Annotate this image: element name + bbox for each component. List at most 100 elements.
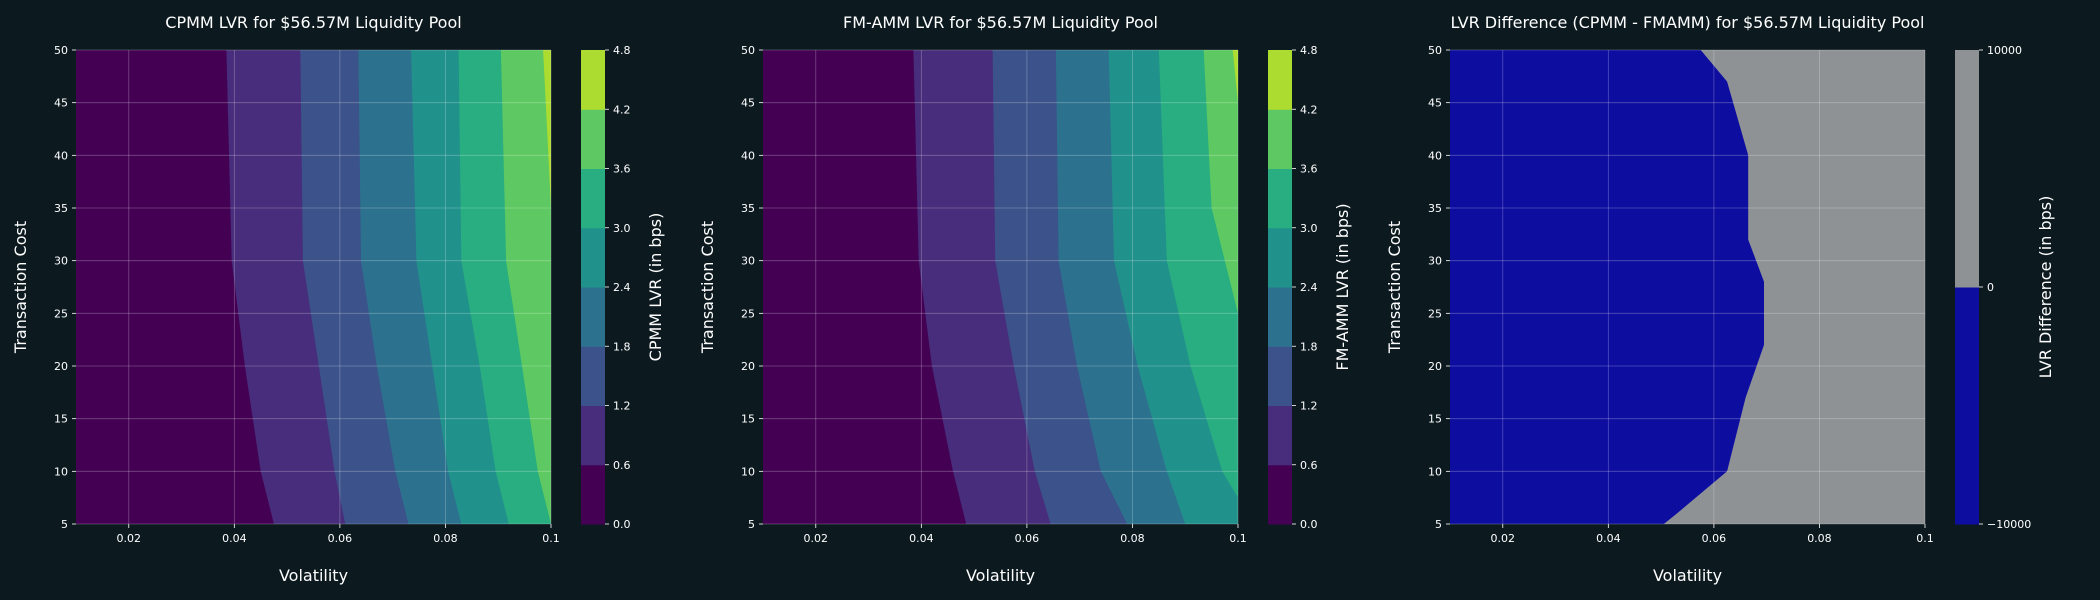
colorbar-label: CPMM LVR (in bps)	[646, 213, 665, 362]
colorbar-tick-label: 4.8	[1300, 44, 1318, 57]
x-tick-label: 0.02	[117, 532, 142, 545]
colorbar-segment	[1268, 346, 1292, 406]
y-axis-label: Transaction Cost	[698, 221, 717, 354]
colorbar-tick-label: 0.0	[613, 518, 631, 531]
y-axis-label: Transaction Cost	[1385, 221, 1404, 354]
colorbar-tick-label: 2.4	[1300, 281, 1318, 294]
x-tick-label: 0.06	[328, 532, 353, 545]
y-tick-label: 5	[61, 518, 68, 531]
contour-band-1	[1663, 50, 1925, 524]
x-tick-label: 0.04	[222, 532, 247, 545]
colorbar-segment	[581, 464, 605, 525]
x-tick-label: 0.06	[1702, 532, 1727, 545]
colorbar-segment	[581, 109, 605, 169]
colorbar-tick-label: 0.0	[1300, 518, 1318, 531]
x-tick-label: 0.04	[1596, 532, 1621, 545]
colorbar-tick-label: 1.2	[1300, 400, 1318, 413]
colorbar: 0.0 0.6 1.2 1.8 2.4 3.0 3.6 4.2 4.8 CPMM LVR (in …	[581, 44, 665, 531]
y-tick-label: 15	[54, 413, 68, 426]
y-tick-label: 30	[741, 255, 755, 268]
x-tick-label: 0.02	[1491, 532, 1516, 545]
colorbar-tick-label: 3.6	[613, 163, 631, 176]
chart-title: FM-AMM LVR for $56.57M Liquidity Pool	[843, 13, 1158, 32]
colorbar-segment	[1955, 50, 1979, 288]
x-axis-label: Volatility	[279, 566, 348, 585]
y-tick-label: 5	[1435, 518, 1442, 531]
chart-title: CPMM LVR for $56.57M Liquidity Pool	[165, 13, 461, 32]
grid	[76, 49, 552, 525]
y-axis-label: Transaction Cost	[11, 221, 30, 354]
y-tick-label: 35	[54, 202, 68, 215]
colorbar-segment	[1268, 168, 1292, 229]
colorbar-segment	[1268, 405, 1292, 466]
x-tick-label: 0.08	[433, 532, 458, 545]
colorbar-segment	[1268, 50, 1292, 110]
colorbar-segment	[1268, 227, 1292, 288]
chart-title: LVR Difference (CPMM - FMAMM) for $56.57…	[1451, 13, 1925, 32]
colorbar: 0.0 0.6 1.2 1.8 2.4 3.0 3.6 4.2 4.8 FM-AMM LVR (i…	[1268, 44, 1352, 531]
colorbar-tick-label: 1.2	[613, 400, 631, 413]
colorbar-tick-label: 2.4	[613, 281, 631, 294]
y-tick-label: 40	[741, 149, 755, 162]
colorbar-segment	[1955, 287, 1979, 525]
x-axis-label: Volatility	[1653, 566, 1722, 585]
colorbar-segment	[581, 227, 605, 288]
colorbar-segment	[581, 50, 605, 110]
plot-area	[76, 50, 551, 524]
colorbar-tick-label: 3.0	[613, 222, 631, 235]
y-tick-label: 35	[741, 202, 755, 215]
colorbar-tick-label: 3.6	[1300, 163, 1318, 176]
y-tick-label: 15	[1428, 413, 1442, 426]
colorbar-tick-label: 10000	[1987, 44, 2022, 57]
colorbar-label: FM-AMM LVR (in bps)	[1333, 203, 1352, 370]
x-tick-label: 0.04	[909, 532, 934, 545]
colorbar-tick-label: −10000	[1987, 518, 2031, 531]
colorbar-tick-label: 4.2	[1300, 103, 1318, 116]
grid	[1450, 49, 1926, 525]
x-axis-label: Volatility	[966, 566, 1035, 585]
contour-band-7	[1232, 50, 1238, 103]
x-tick-label: 0.1	[542, 532, 560, 545]
colorbar-segment	[581, 346, 605, 406]
y-tick-label: 50	[741, 44, 755, 57]
colorbar: −10000 0 10000 LVR Difference (in bps)	[1955, 44, 2055, 531]
y-tick-label: 45	[54, 97, 68, 110]
x-tick-label: 0.1	[1916, 532, 1934, 545]
x-tick-label: 0.08	[1807, 532, 1832, 545]
colorbar-tick-label: 0	[1987, 281, 1994, 294]
colorbar-segment	[1268, 109, 1292, 169]
x-tick-label: 0.1	[1229, 532, 1247, 545]
y-tick-label: 15	[741, 413, 755, 426]
y-tick-label: 50	[54, 44, 68, 57]
colorbar-segment	[581, 287, 605, 347]
y-tick-label: 40	[54, 149, 68, 162]
y-tick-label: 35	[1428, 202, 1442, 215]
grid	[763, 49, 1239, 525]
y-tick-label: 20	[741, 360, 755, 373]
colorbar-tick-label: 1.8	[1300, 340, 1318, 353]
colorbar-tick-label: 4.8	[613, 44, 631, 57]
chart-panel-1: 0.02 0.04 0.06 0.08 0.1 5 10 15 20 25 30 35 40 45 50 CP…	[11, 13, 665, 585]
contour-band-7	[543, 50, 551, 208]
colorbar-tick-label: 3.0	[1300, 222, 1318, 235]
y-tick-label: 30	[1428, 255, 1442, 268]
y-tick-label: 20	[1428, 360, 1442, 373]
y-tick-label: 10	[741, 465, 755, 478]
colorbar-segment	[581, 405, 605, 466]
colorbar-label: LVR Difference (in bps)	[2036, 196, 2055, 379]
plot-area	[1450, 50, 1925, 524]
colorbar-segment	[1268, 287, 1292, 347]
colorbar-tick-label: 1.8	[613, 340, 631, 353]
colorbar-segment	[581, 168, 605, 229]
y-tick-label: 25	[741, 307, 755, 320]
colorbar-tick-label: 0.6	[613, 459, 631, 472]
y-tick-label: 45	[741, 97, 755, 110]
x-tick-label: 0.08	[1120, 532, 1145, 545]
x-tick-label: 0.02	[804, 532, 829, 545]
y-tick-label: 20	[54, 360, 68, 373]
chart-panel-3: 0.02 0.04 0.06 0.08 0.1 5 10 15 20 25 30 35 40 45 50 LV…	[1385, 13, 2055, 585]
y-tick-label: 25	[54, 307, 68, 320]
colorbar-segment	[1268, 464, 1292, 525]
contour-band-6	[1203, 50, 1238, 314]
